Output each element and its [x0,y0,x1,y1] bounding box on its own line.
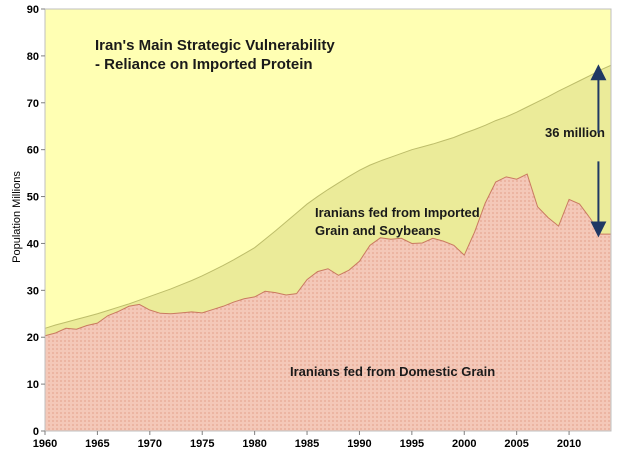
x-tick-label: 1985 [295,438,319,450]
chart-title-line-2: - Reliance on Imported Protein [95,56,313,73]
domestic-grain-area [44,173,612,432]
y-tick-label: 20 [27,332,39,344]
imported-grain-label-line-2: Grain and Soybeans [315,223,441,238]
y-tick-label: 0 [33,426,39,438]
chart-title-line-1: Iran's Main Strategic Vulnerability [95,37,335,54]
axes [41,8,612,435]
x-tick-label: 1960 [33,438,57,450]
x-tick-label: 1995 [400,438,424,450]
x-tick-label: 2000 [452,438,476,450]
x-tick-label: 1965 [85,438,109,450]
x-tick-label: 1970 [138,438,162,450]
y-tick-label: 90 [27,4,39,16]
x-tick-label: 1980 [242,438,266,450]
y-tick-label: 50 [27,192,39,204]
y-tick-label: 30 [27,285,39,297]
y-tick-label: 60 [27,145,39,157]
x-tick-label: 1990 [347,438,371,450]
plot-border [44,8,612,432]
tick-labels: 0 10 20 30 40 50 60 70 80 90 1960 1965 1970 1975 1980 1… [27,4,582,450]
imported-grain-label-line-1: Iranians fed from Imported [315,205,480,220]
y-tick-label: 80 [27,51,39,63]
y-axis-title: Population Millions [11,171,23,263]
x-tick-label: 2005 [504,438,528,450]
y-tick-label: 10 [27,379,39,391]
y-tick-label: 40 [27,238,39,250]
domestic-grain-label: Iranians fed from Domestic Grain [290,364,495,379]
gap-label: 36 million [545,125,605,140]
x-tick-label: 1975 [190,438,214,450]
y-tick-label: 70 [27,98,39,110]
x-tick-label: 2010 [557,438,581,450]
